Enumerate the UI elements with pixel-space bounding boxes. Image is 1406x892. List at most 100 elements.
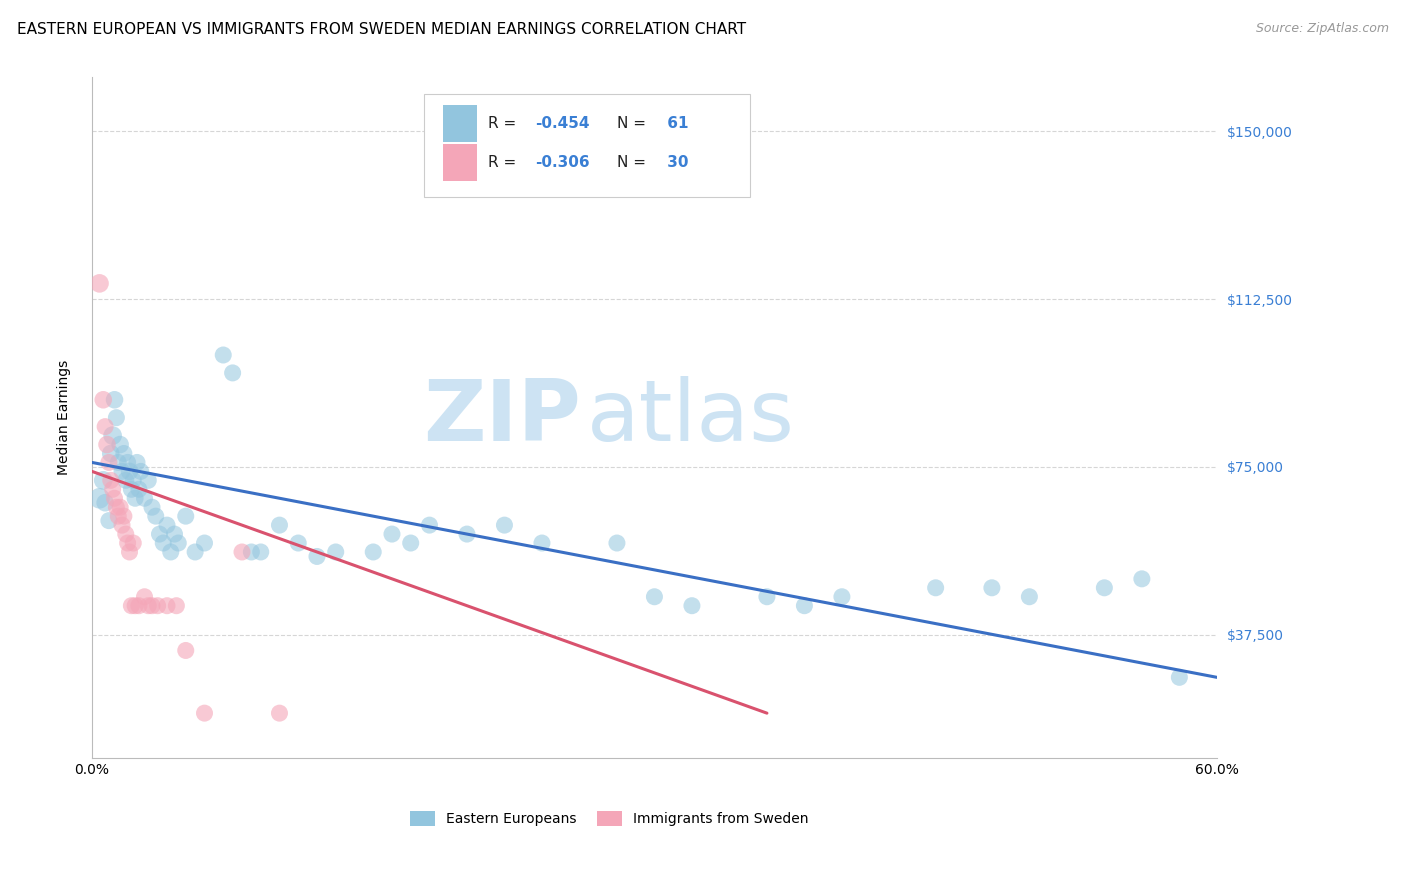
- Point: [193, 706, 215, 720]
- Point: [118, 464, 141, 478]
- Point: [174, 643, 197, 657]
- Point: [105, 410, 128, 425]
- Point: [122, 474, 145, 488]
- Point: [125, 455, 148, 469]
- Point: [117, 536, 139, 550]
- Point: [111, 518, 134, 533]
- Text: Source: ZipAtlas.com: Source: ZipAtlas.com: [1256, 22, 1389, 36]
- Point: [146, 599, 169, 613]
- Point: [167, 536, 190, 550]
- Point: [381, 527, 404, 541]
- Point: [141, 599, 163, 613]
- Legend: Eastern Europeans, Immigrants from Sweden: Eastern Europeans, Immigrants from Swede…: [405, 805, 814, 832]
- Point: [111, 464, 134, 478]
- Point: [100, 474, 122, 488]
- Point: [117, 455, 139, 469]
- Point: [94, 496, 117, 510]
- Point: [325, 545, 347, 559]
- Point: [240, 545, 263, 559]
- FancyBboxPatch shape: [443, 105, 477, 143]
- Point: [107, 455, 129, 469]
- Point: [924, 581, 946, 595]
- Point: [89, 277, 111, 291]
- Point: [831, 590, 853, 604]
- Text: R =: R =: [488, 116, 522, 131]
- Point: [606, 536, 628, 550]
- Point: [269, 518, 291, 533]
- Point: [287, 536, 309, 550]
- Point: [530, 536, 553, 550]
- Point: [399, 536, 422, 550]
- Text: EASTERN EUROPEAN VS IMMIGRANTS FROM SWEDEN MEDIAN EARNINGS CORRELATION CHART: EASTERN EUROPEAN VS IMMIGRANTS FROM SWED…: [17, 22, 747, 37]
- Point: [100, 446, 122, 460]
- Point: [980, 581, 1002, 595]
- Point: [148, 527, 170, 541]
- Point: [114, 474, 136, 488]
- Point: [159, 545, 181, 559]
- Point: [128, 483, 150, 497]
- Point: [136, 474, 159, 488]
- FancyBboxPatch shape: [423, 95, 749, 196]
- Point: [122, 536, 145, 550]
- Point: [91, 392, 114, 407]
- Text: atlas: atlas: [586, 376, 794, 459]
- Text: R =: R =: [488, 155, 522, 170]
- Point: [134, 590, 156, 604]
- Point: [97, 514, 120, 528]
- Point: [755, 590, 778, 604]
- Point: [136, 599, 159, 613]
- Point: [129, 464, 152, 478]
- Point: [681, 599, 703, 613]
- Point: [141, 500, 163, 515]
- Text: 61: 61: [662, 116, 689, 131]
- Point: [124, 599, 146, 613]
- FancyBboxPatch shape: [443, 144, 477, 181]
- Point: [156, 518, 179, 533]
- Point: [1092, 581, 1115, 595]
- Point: [103, 491, 125, 506]
- Point: [96, 437, 118, 451]
- Point: [118, 545, 141, 559]
- Point: [193, 536, 215, 550]
- Point: [1018, 590, 1040, 604]
- Point: [152, 536, 174, 550]
- Point: [91, 474, 114, 488]
- Point: [94, 419, 117, 434]
- Point: [108, 437, 131, 451]
- Point: [165, 599, 187, 613]
- Point: [134, 491, 156, 506]
- Point: [112, 446, 135, 460]
- Point: [1130, 572, 1153, 586]
- Point: [163, 527, 186, 541]
- Point: [89, 491, 111, 506]
- Point: [120, 483, 142, 497]
- Point: [494, 518, 516, 533]
- Point: [114, 527, 136, 541]
- Point: [643, 590, 665, 604]
- Point: [101, 428, 124, 442]
- Point: [793, 599, 815, 613]
- Point: [112, 509, 135, 524]
- Text: ZIP: ZIP: [423, 376, 581, 459]
- Point: [174, 509, 197, 524]
- Point: [361, 545, 384, 559]
- Point: [124, 491, 146, 506]
- Point: [305, 549, 328, 564]
- Point: [103, 392, 125, 407]
- Point: [231, 545, 253, 559]
- Point: [145, 509, 167, 524]
- Point: [184, 545, 207, 559]
- Point: [107, 509, 129, 524]
- Point: [128, 599, 150, 613]
- Point: [108, 500, 131, 515]
- Text: -0.306: -0.306: [536, 155, 591, 170]
- Point: [105, 500, 128, 515]
- Point: [249, 545, 271, 559]
- Point: [221, 366, 243, 380]
- Y-axis label: Median Earnings: Median Earnings: [58, 360, 72, 475]
- Text: N =: N =: [617, 155, 651, 170]
- Point: [456, 527, 478, 541]
- Text: N =: N =: [617, 116, 651, 131]
- Point: [212, 348, 235, 362]
- Point: [101, 483, 124, 497]
